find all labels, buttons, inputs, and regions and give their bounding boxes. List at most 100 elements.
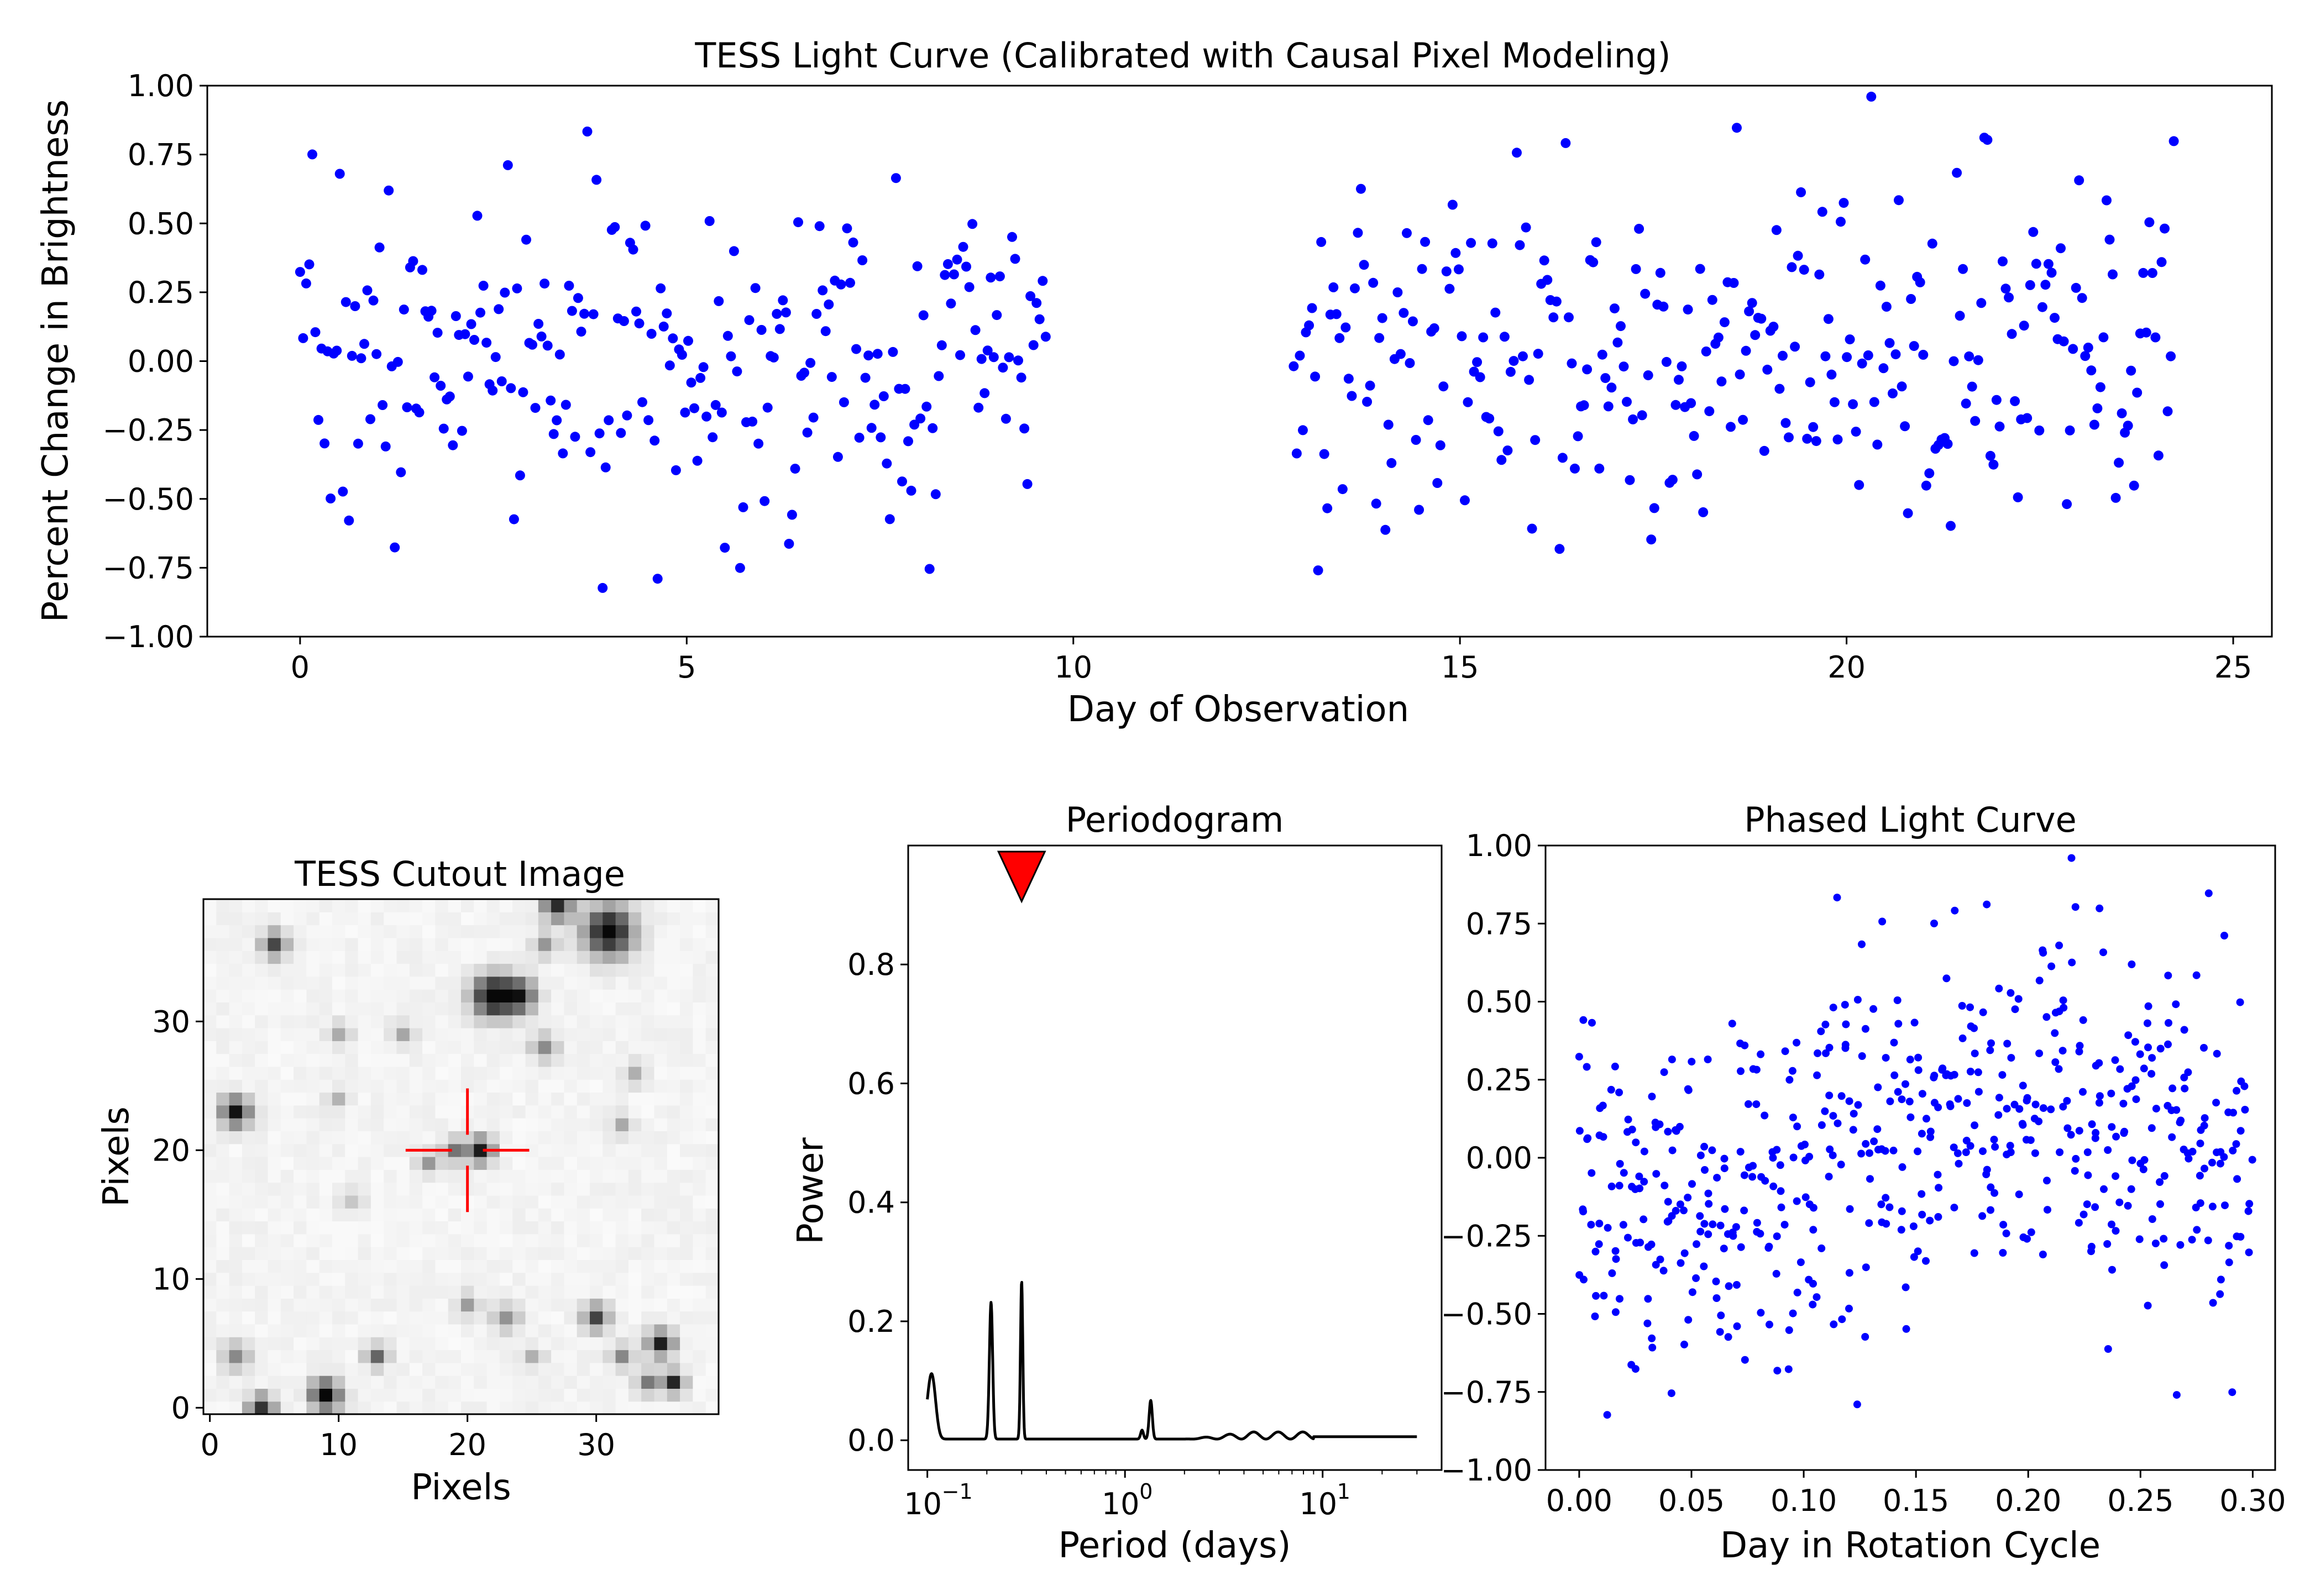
cutout-pixel [370, 976, 384, 990]
cutout-pixel [577, 1233, 590, 1247]
light-curve-point [726, 351, 736, 361]
cutout-pixel [268, 1092, 281, 1106]
light-curve-point [891, 173, 901, 183]
periodogram-x-tick-exponent: −1 [942, 1479, 973, 1504]
cutout-pixel [693, 1182, 706, 1196]
cutout-pixel [268, 1195, 281, 1209]
light-curve-point [2034, 426, 2045, 435]
light-curve-point [1398, 308, 1409, 318]
cutout-pixel [332, 1002, 345, 1016]
cutout-pixel [370, 1362, 384, 1376]
cutout-pixel [384, 1259, 397, 1273]
cutout-pixel [448, 1143, 462, 1157]
light-curve-point [1548, 312, 1559, 323]
cutout-pixel [229, 1092, 243, 1106]
light-curve-point [1588, 257, 1599, 267]
cutout-pixel [590, 1015, 603, 1028]
phased-point [1878, 917, 1887, 926]
light-curve-point [1625, 475, 1635, 485]
cutout-pixel [384, 1105, 397, 1119]
cutout-pixel [693, 1002, 706, 1016]
phased-point [2228, 1388, 2236, 1397]
phased-point [1789, 1153, 1798, 1162]
cutout-pixel [448, 1041, 462, 1054]
phased-point [1776, 1161, 1784, 1169]
cutout-pixel [280, 976, 294, 990]
cutout-pixel [628, 1388, 642, 1402]
phased-point [2248, 1156, 2256, 1164]
cutout-pixel [564, 1337, 578, 1351]
cutout-pixel [512, 1041, 526, 1054]
cutout-pixel [255, 1350, 269, 1363]
light-curve-point [912, 261, 923, 271]
cutout-pixel [654, 1362, 668, 1376]
periodogram-title: Periodogram [1066, 800, 1284, 840]
cutout-pixel [641, 1131, 655, 1144]
phased-point [2144, 1002, 2152, 1010]
cutout-pixel [242, 1221, 255, 1235]
phased-point [1958, 1034, 1967, 1042]
light-curve-point [1034, 314, 1045, 324]
cutout-pixel [590, 1259, 603, 1273]
cutout-pixel [641, 1324, 655, 1337]
cutout-pixel [345, 1298, 359, 1312]
cutout-pixel [615, 1233, 629, 1247]
cutout-pixel [435, 1272, 449, 1286]
phased-point [1822, 1049, 1830, 1057]
cutout-pixel [628, 1002, 642, 1016]
cutout-pixel [332, 1053, 345, 1067]
light-curve-point [438, 423, 449, 434]
cutout-pixel [396, 1311, 410, 1325]
phased-point [2131, 1076, 2140, 1084]
cutout-pixel [615, 1092, 629, 1106]
cutout-pixel [628, 1362, 642, 1376]
cutout-pixel [294, 1298, 307, 1312]
light-curve-point [548, 429, 559, 439]
cutout-pixel [396, 1285, 410, 1299]
cutout-pixel [384, 1350, 397, 1363]
cutout-pixel [654, 1311, 668, 1325]
cutout-pixel [319, 1272, 333, 1286]
phased-point [1898, 1095, 1906, 1104]
light-curve-point [1946, 521, 1956, 531]
phased-point [1922, 1257, 1930, 1265]
light-curve-point [469, 335, 479, 345]
cutout-pixel [641, 1350, 655, 1363]
phased-point [2119, 1100, 2128, 1107]
cutout-pixel [345, 1131, 359, 1144]
cutout-pixel [396, 989, 410, 1002]
cutout-pixel [590, 1350, 603, 1363]
cutout-pixel [628, 899, 642, 912]
cutout-pixel [590, 1376, 603, 1389]
cutout-pixel [370, 1401, 384, 1415]
light-curve-y-tick-label: 0.50 [128, 206, 194, 241]
cutout-pixel [268, 1118, 281, 1131]
cutout-pixel [229, 1066, 243, 1080]
phased-point [2015, 1105, 2024, 1113]
light-curve-point [1295, 350, 1305, 361]
cutout-pixel [384, 989, 397, 1002]
phased-point [2018, 1120, 2026, 1128]
cutout-title: TESS Cutout Image [294, 854, 625, 894]
cutout-pixel [242, 912, 255, 926]
cutout-pixel [512, 1233, 526, 1247]
phased-point [1624, 1233, 1632, 1242]
cutout-pixel [358, 1157, 371, 1170]
light-curve-point [1823, 314, 1834, 324]
phased-point [2204, 889, 2213, 897]
phased-point [2233, 1232, 2241, 1241]
phased-point [1789, 1114, 1797, 1122]
phased-point [1910, 1019, 1919, 1027]
phased-point [1918, 1210, 1926, 1219]
cutout-pixel [693, 1259, 706, 1273]
cutout-pixel [370, 1233, 384, 1247]
cutout-pixel [280, 1298, 294, 1312]
phased-point [2007, 1054, 2015, 1062]
cutout-pixel [332, 899, 345, 912]
cutout-pixel [628, 1028, 642, 1041]
cutout-pixel [409, 1208, 423, 1222]
phased-point [1704, 1056, 1712, 1063]
phased-point [1809, 1204, 1817, 1212]
cutout-pixel [319, 1208, 333, 1222]
